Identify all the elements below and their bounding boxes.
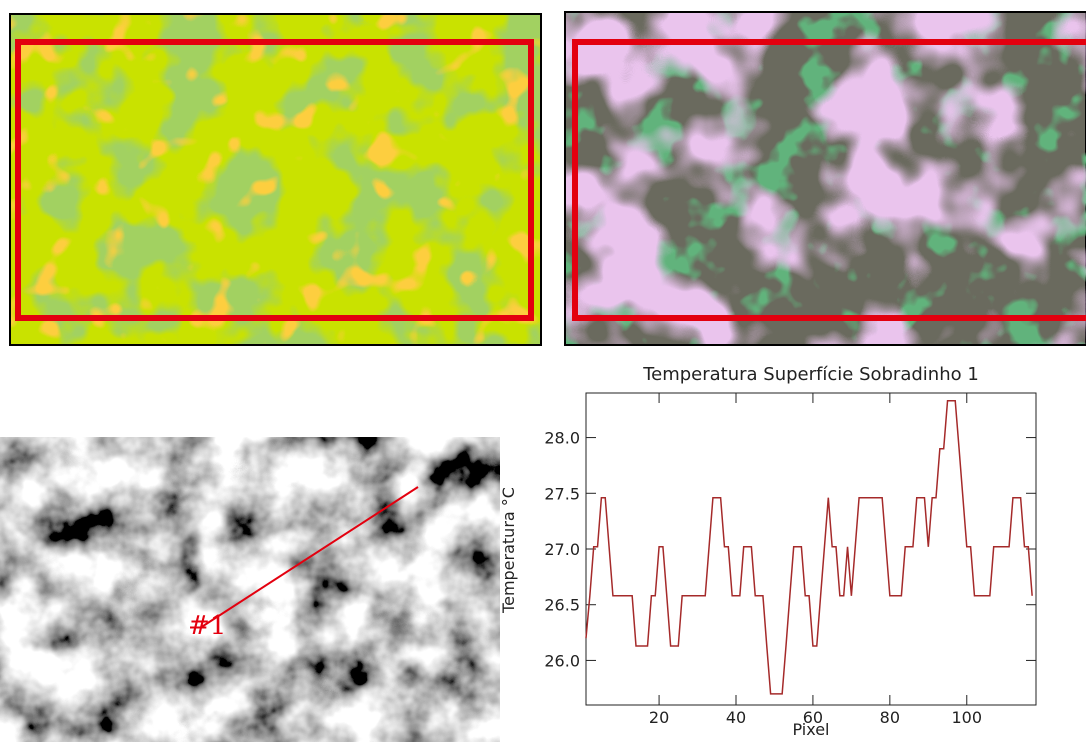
profile-chart: Temperatura Superfície Sobradinho 1 Pixe… <box>499 364 1036 739</box>
x-tick-label: 20 <box>649 708 669 727</box>
y-tick-label: 28.0 <box>544 429 580 448</box>
x-tick-label: 60 <box>803 708 823 727</box>
y-axis-label: Temperatura °C <box>499 487 518 614</box>
y-tick-label: 26.0 <box>544 651 580 670</box>
y-tick-label: 27.5 <box>544 484 580 503</box>
temperature-map <box>10 14 541 345</box>
y-tick-label: 26.5 <box>544 596 580 615</box>
plot-frame <box>586 393 1036 705</box>
chart-title: Temperatura Superfície Sobradinho 1 <box>642 364 979 385</box>
grayscale-image: #1 <box>0 437 500 742</box>
figure: #1 Temperatura Superfície Sobradinho 1 P… <box>0 0 1086 742</box>
x-tick-label: 80 <box>880 708 900 727</box>
profile-label: #1 <box>188 611 226 641</box>
data-line <box>586 401 1032 694</box>
satellite-image <box>565 12 1086 345</box>
y-tick-label: 27.0 <box>544 540 580 559</box>
x-tick-label: 100 <box>951 708 982 727</box>
x-tick-label: 40 <box>726 708 746 727</box>
